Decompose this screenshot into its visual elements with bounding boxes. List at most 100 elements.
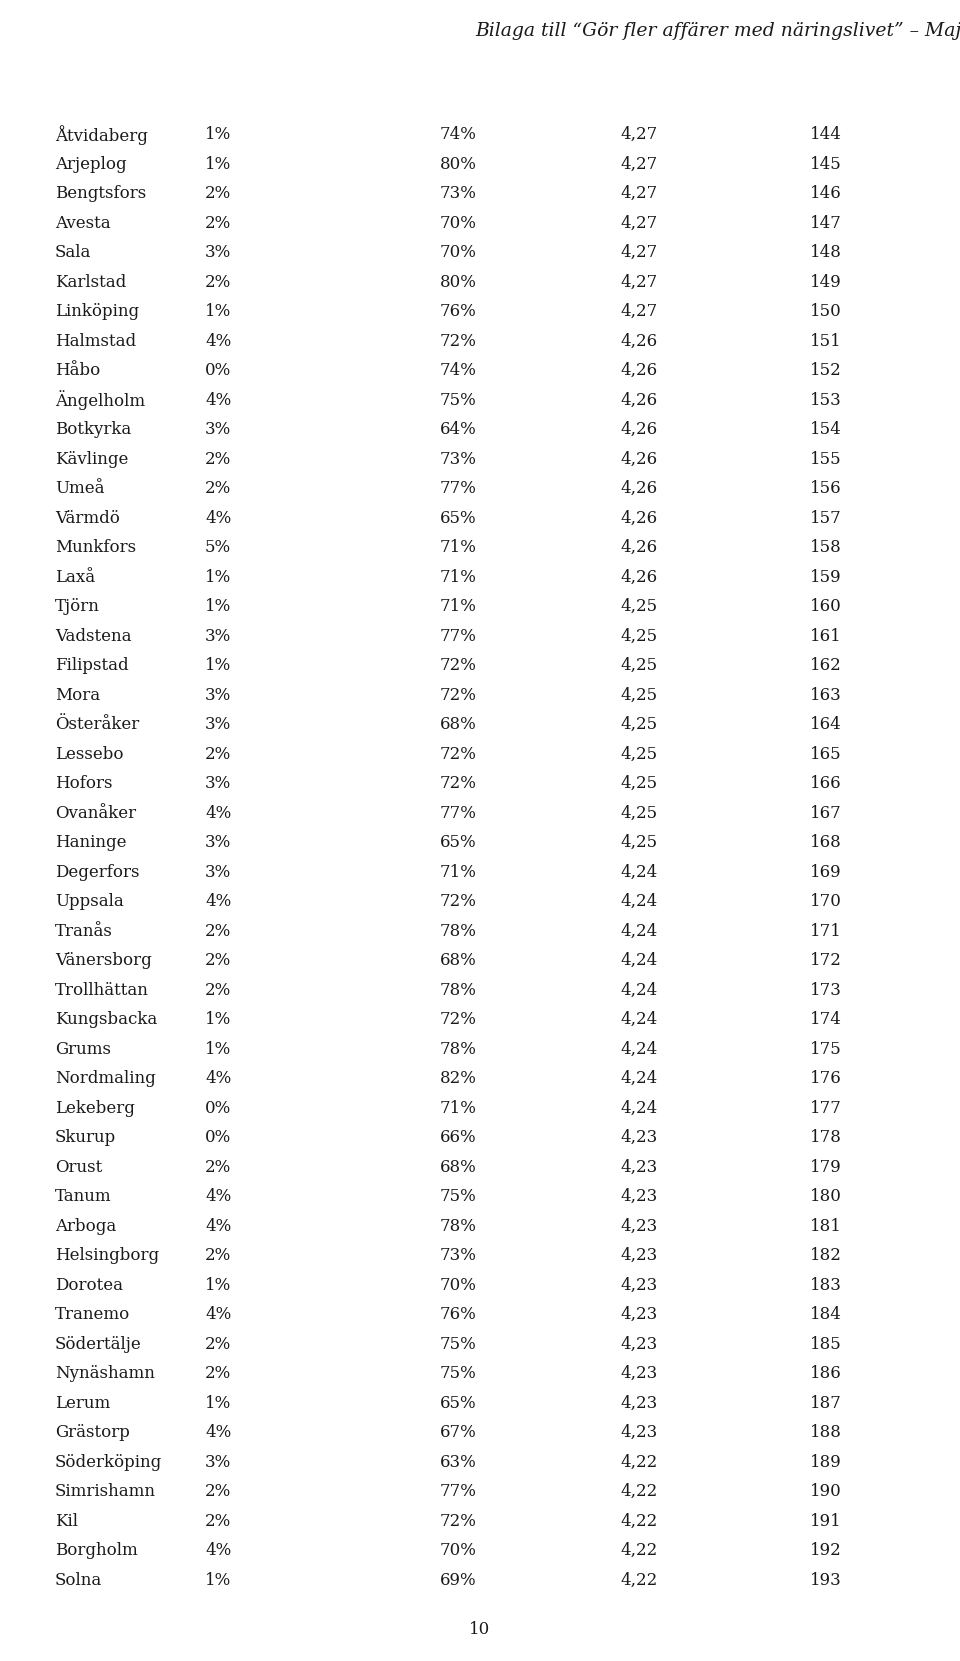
Text: 181: 181 xyxy=(810,1218,842,1234)
Text: 152: 152 xyxy=(810,362,842,379)
Text: 2%: 2% xyxy=(205,1247,231,1264)
Text: 65%: 65% xyxy=(440,510,476,527)
Text: 1%: 1% xyxy=(205,1277,231,1294)
Text: Uppsala: Uppsala xyxy=(55,894,124,910)
Text: 10: 10 xyxy=(469,1621,491,1638)
Text: 4%: 4% xyxy=(205,392,231,409)
Text: 147: 147 xyxy=(810,214,842,233)
Text: 2%: 2% xyxy=(205,1483,231,1500)
Text: 1%: 1% xyxy=(205,1395,231,1412)
Text: Värmdö: Värmdö xyxy=(55,510,120,527)
Text: Karlstad: Karlstad xyxy=(55,274,127,291)
Text: Dorotea: Dorotea xyxy=(55,1277,123,1294)
Text: Tranemo: Tranemo xyxy=(55,1306,131,1324)
Text: Skurup: Skurup xyxy=(55,1129,116,1146)
Text: 4,24: 4,24 xyxy=(620,952,658,970)
Text: 176: 176 xyxy=(810,1070,842,1088)
Text: 4,27: 4,27 xyxy=(620,304,658,321)
Text: 4,26: 4,26 xyxy=(620,422,658,439)
Text: 4,26: 4,26 xyxy=(620,510,658,527)
Text: 153: 153 xyxy=(810,392,842,409)
Text: 4%: 4% xyxy=(205,1188,231,1206)
Text: 4,24: 4,24 xyxy=(620,864,658,880)
Text: 1%: 1% xyxy=(205,1571,231,1590)
Text: 148: 148 xyxy=(810,244,842,261)
Text: 71%: 71% xyxy=(440,864,477,880)
Text: Orust: Orust xyxy=(55,1159,103,1176)
Text: 72%: 72% xyxy=(440,1513,477,1530)
Text: Hofors: Hofors xyxy=(55,776,112,792)
Text: 3%: 3% xyxy=(205,716,231,733)
Text: 4,22: 4,22 xyxy=(620,1571,658,1590)
Text: 4,26: 4,26 xyxy=(620,480,658,497)
Text: 2%: 2% xyxy=(205,450,231,468)
Text: Arboga: Arboga xyxy=(55,1218,116,1234)
Text: 168: 168 xyxy=(810,834,842,850)
Text: 1%: 1% xyxy=(205,304,231,321)
Text: 72%: 72% xyxy=(440,1012,477,1028)
Text: Lerum: Lerum xyxy=(55,1395,110,1412)
Text: 75%: 75% xyxy=(440,1335,477,1352)
Text: 1%: 1% xyxy=(205,126,231,143)
Text: Nordmaling: Nordmaling xyxy=(55,1070,156,1088)
Text: 4,27: 4,27 xyxy=(620,126,658,143)
Text: 182: 182 xyxy=(810,1247,842,1264)
Text: 190: 190 xyxy=(810,1483,842,1500)
Text: 76%: 76% xyxy=(440,1306,477,1324)
Text: 4,22: 4,22 xyxy=(620,1483,658,1500)
Text: Laxå: Laxå xyxy=(55,568,95,586)
Text: 82%: 82% xyxy=(440,1070,477,1088)
Text: 3%: 3% xyxy=(205,686,231,704)
Text: 4,26: 4,26 xyxy=(620,362,658,379)
Text: 77%: 77% xyxy=(440,480,477,497)
Text: Umeå: Umeå xyxy=(55,480,105,497)
Text: 4,24: 4,24 xyxy=(620,894,658,910)
Text: Åtvidaberg: Åtvidaberg xyxy=(55,125,148,145)
Text: Kungsbacka: Kungsbacka xyxy=(55,1012,157,1028)
Text: Solna: Solna xyxy=(55,1571,103,1590)
Text: 1%: 1% xyxy=(205,1012,231,1028)
Text: 2%: 2% xyxy=(205,924,231,940)
Text: 4%: 4% xyxy=(205,332,231,350)
Text: 4,23: 4,23 xyxy=(620,1218,658,1234)
Text: 4,27: 4,27 xyxy=(620,244,658,261)
Text: 1%: 1% xyxy=(205,598,231,615)
Text: 77%: 77% xyxy=(440,628,477,644)
Text: 4,24: 4,24 xyxy=(620,1041,658,1058)
Text: 4,23: 4,23 xyxy=(620,1159,658,1176)
Text: 71%: 71% xyxy=(440,540,477,556)
Text: 4,23: 4,23 xyxy=(620,1129,658,1146)
Text: 75%: 75% xyxy=(440,392,477,409)
Text: 4,27: 4,27 xyxy=(620,156,658,173)
Text: 4,27: 4,27 xyxy=(620,274,658,291)
Text: 4%: 4% xyxy=(205,894,231,910)
Text: Tranås: Tranås xyxy=(55,924,113,940)
Text: 3%: 3% xyxy=(205,834,231,850)
Text: Bengtsfors: Bengtsfors xyxy=(55,186,146,203)
Text: 65%: 65% xyxy=(440,1395,476,1412)
Text: Tjörn: Tjörn xyxy=(55,598,100,615)
Text: 4,25: 4,25 xyxy=(620,716,658,733)
Text: 4,25: 4,25 xyxy=(620,804,658,822)
Text: 75%: 75% xyxy=(440,1365,477,1382)
Text: 4,22: 4,22 xyxy=(620,1543,658,1560)
Text: 2%: 2% xyxy=(205,1365,231,1382)
Text: Sala: Sala xyxy=(55,244,91,261)
Text: 189: 189 xyxy=(810,1453,842,1470)
Text: 78%: 78% xyxy=(440,982,477,998)
Text: Ängelholm: Ängelholm xyxy=(55,390,145,410)
Text: 4,26: 4,26 xyxy=(620,392,658,409)
Text: 69%: 69% xyxy=(440,1571,476,1590)
Text: 4,23: 4,23 xyxy=(620,1335,658,1352)
Text: 73%: 73% xyxy=(440,450,477,468)
Text: 4,26: 4,26 xyxy=(620,568,658,586)
Text: 4,23: 4,23 xyxy=(620,1423,658,1442)
Text: Ovanåker: Ovanåker xyxy=(55,804,136,822)
Text: 4,25: 4,25 xyxy=(620,628,658,644)
Text: 72%: 72% xyxy=(440,332,477,350)
Text: 4,22: 4,22 xyxy=(620,1513,658,1530)
Text: 4,25: 4,25 xyxy=(620,686,658,704)
Text: 1%: 1% xyxy=(205,658,231,674)
Text: 77%: 77% xyxy=(440,1483,477,1500)
Text: 167: 167 xyxy=(810,804,842,822)
